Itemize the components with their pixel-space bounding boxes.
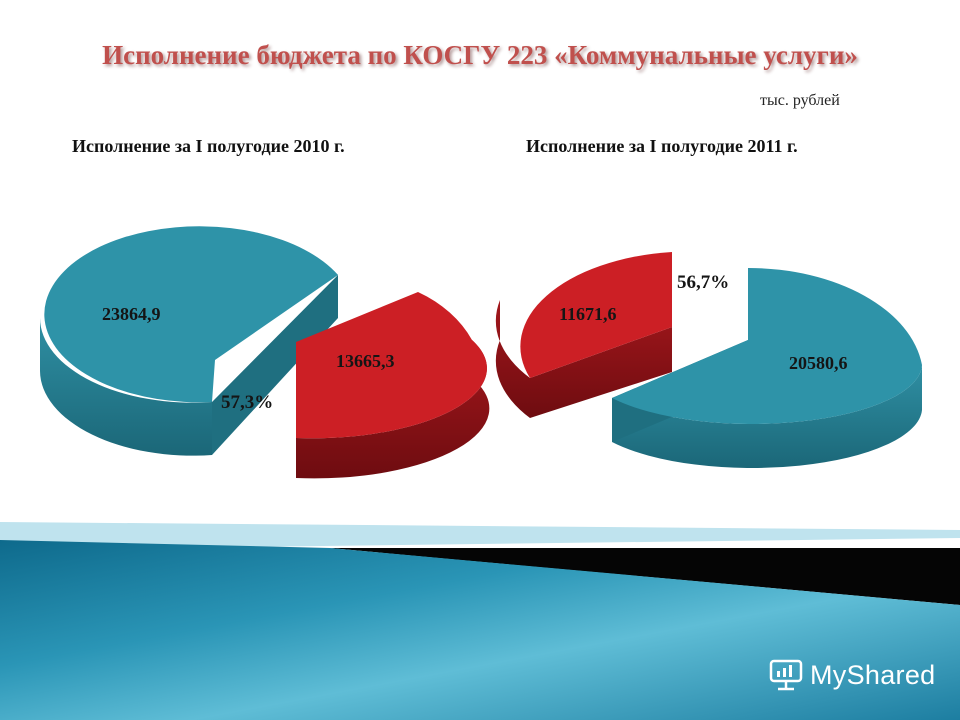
pie-2011-blue-side [612, 365, 922, 469]
myshared-logo-text: MyShared [810, 659, 936, 690]
band-light-strip [0, 522, 960, 550]
pie-2010-blue-cut-face [212, 275, 338, 455]
pie-2010-blue-value: 23864,9 [102, 304, 161, 324]
units-label: тыс. рублей [760, 92, 840, 109]
pie-2011-red-side [495, 300, 672, 418]
chart-2011-title: Исполнение за I полугодие 2011 г. [526, 136, 798, 156]
band-main [0, 540, 960, 720]
pie-2011-percent: 56,7% [677, 272, 729, 293]
pie-2011 [495, 252, 922, 469]
pie-2010 [40, 226, 490, 479]
presentation-board-icon [769, 659, 803, 691]
pie-2010-blue-top [44, 226, 338, 403]
pie-2010-red-slice [296, 292, 487, 439]
pie-2010-red-value: 13665,3 [336, 351, 395, 371]
pie-2011-blue-slice [612, 267, 922, 424]
pie-2011-red-value: 11671,6 [559, 304, 617, 324]
myshared-logo: MyShared [768, 655, 935, 695]
decorative-band [0, 520, 960, 720]
chart-2010-title: Исполнение за I полугодие 2010 г. [72, 136, 345, 156]
pie-2011-red-slice [520, 252, 672, 378]
pie-2010-blue-side [40, 318, 212, 456]
slide-title: Исполнение бюджета по КОСГУ 223 «Коммуна… [102, 40, 858, 70]
pie-2010-red-side [296, 340, 490, 479]
pie-2010-percent: 57,3% [221, 392, 273, 413]
pie-2011-blue-value: 20580,6 [789, 353, 848, 373]
